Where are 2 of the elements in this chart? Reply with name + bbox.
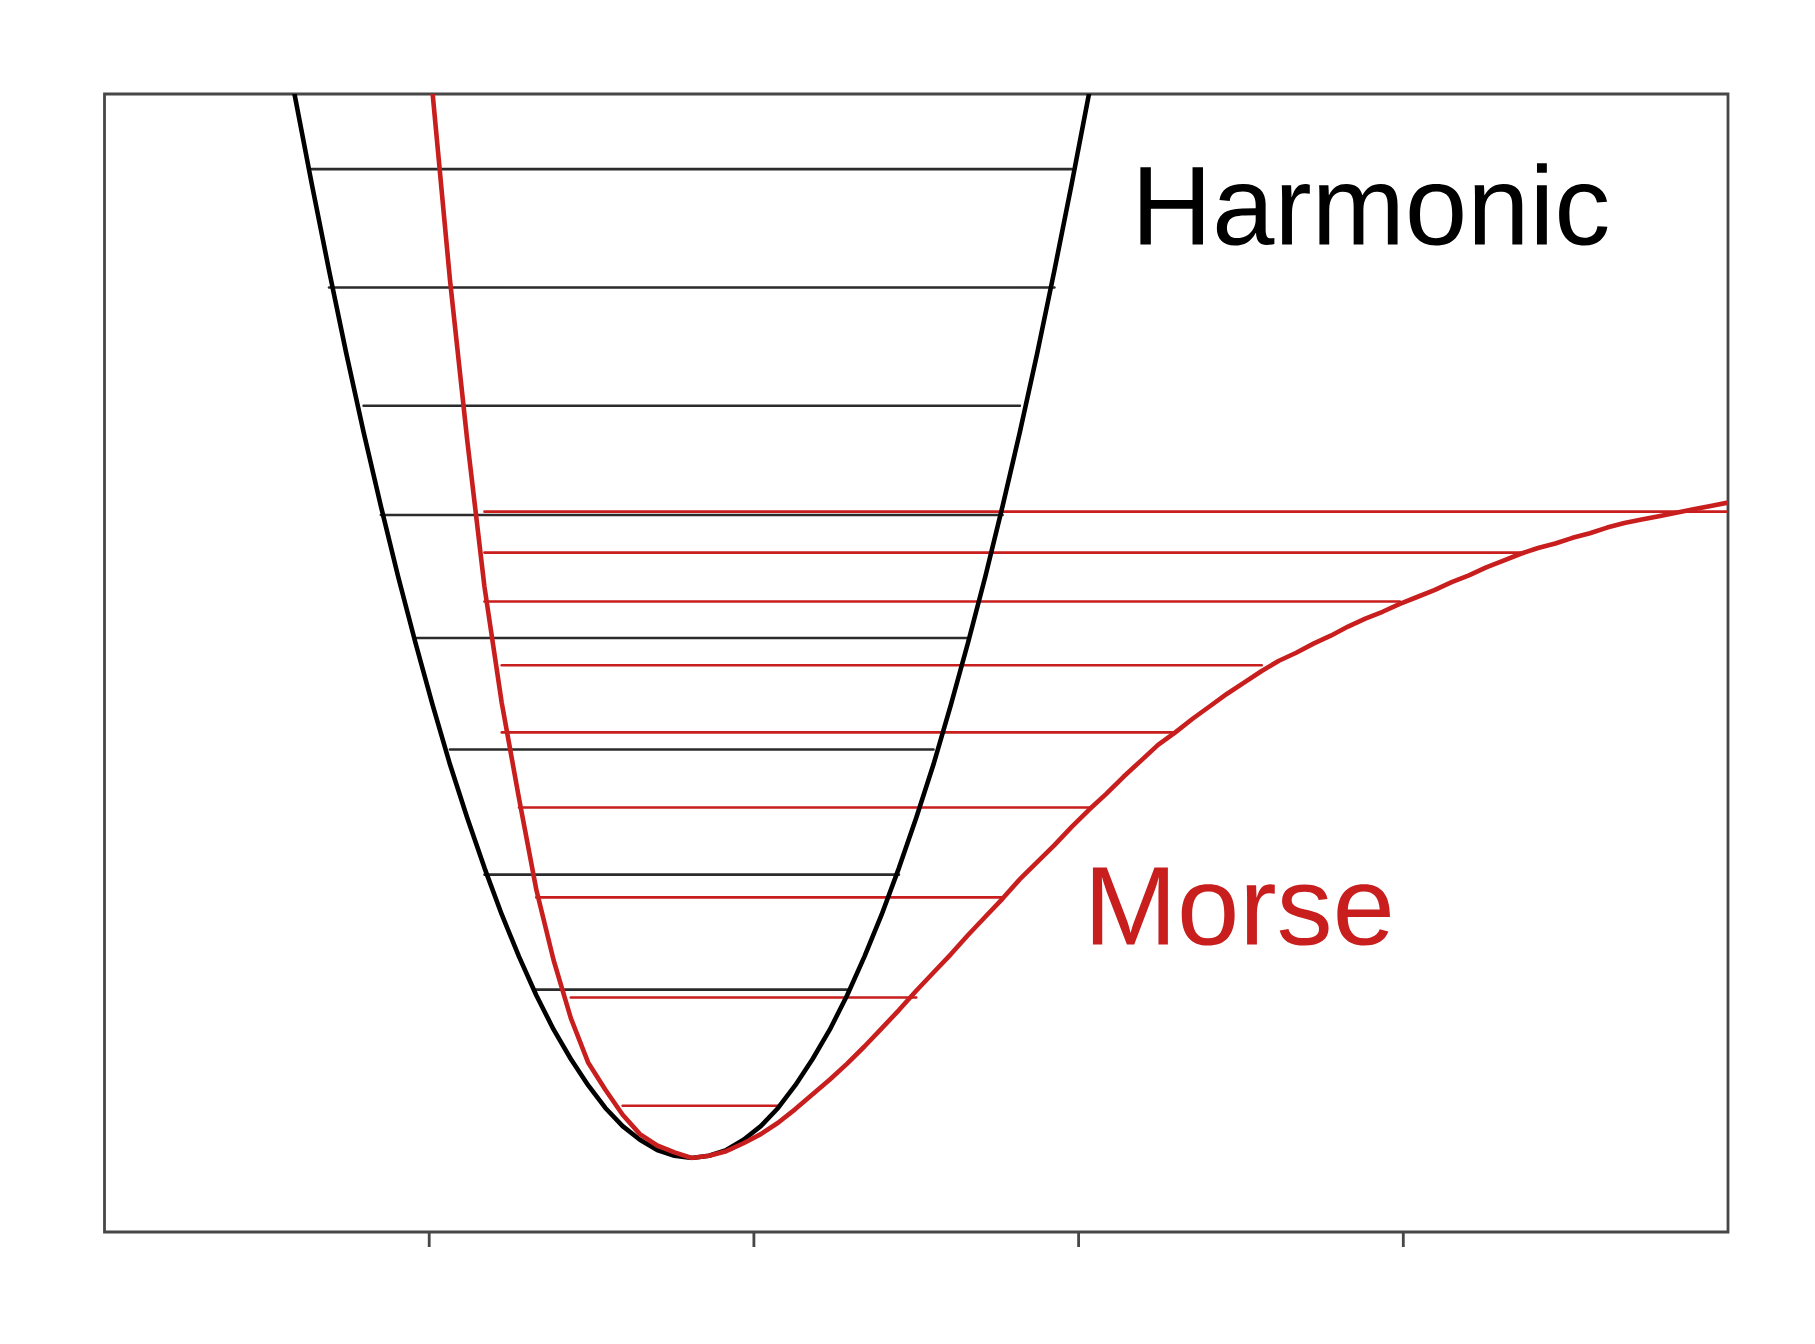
series-label: Harmonic bbox=[1140, 163, 1608, 246]
series-label: Morse bbox=[1092, 867, 1390, 946]
